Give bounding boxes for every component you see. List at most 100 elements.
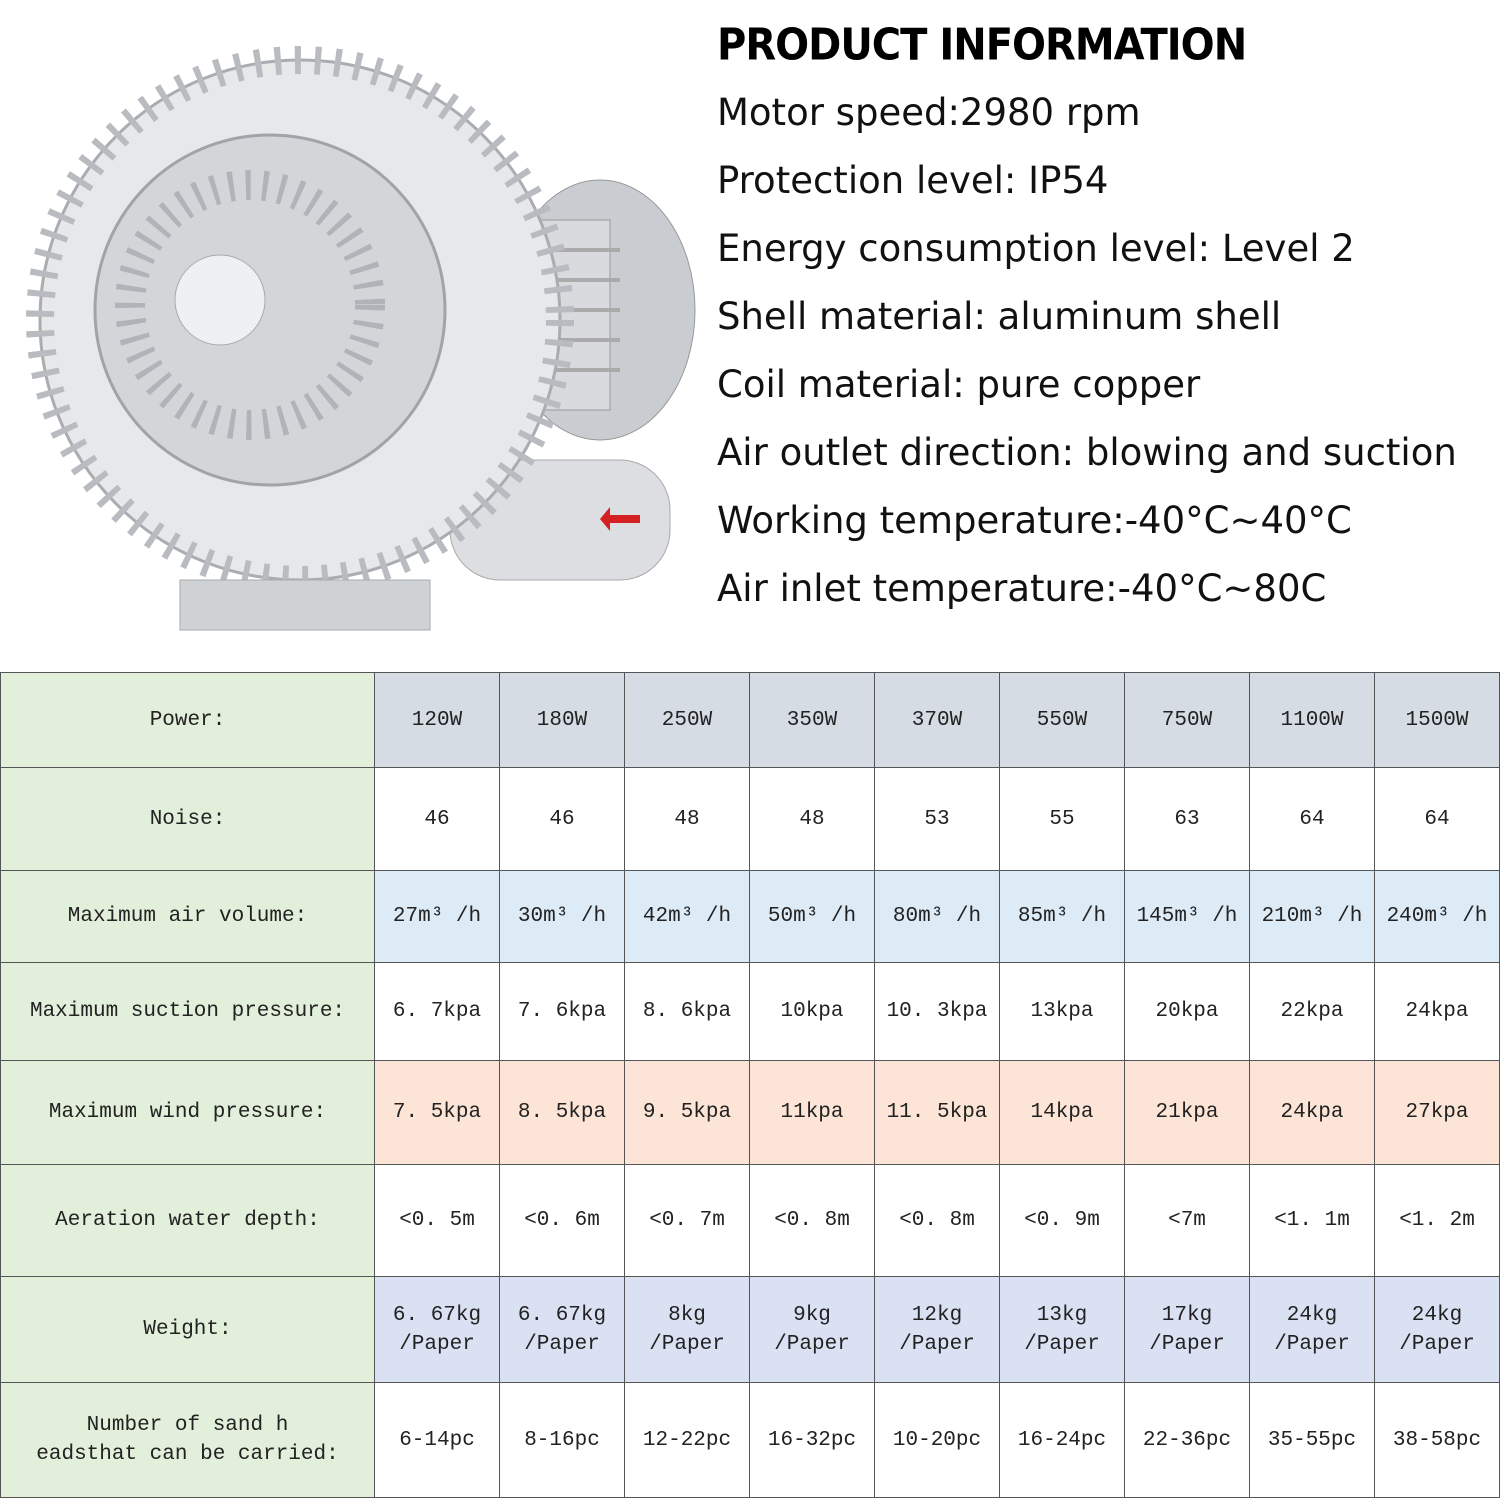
table-row: Number of sand h eadsthat can be carried… <box>0 1382 1500 1498</box>
cell: 6-14pc <box>374 1382 500 1498</box>
spec-item: Air outlet direction: blowing and suctio… <box>717 431 1457 474</box>
cell: 24kpa <box>1249 1060 1375 1165</box>
cell: 9. 5kpa <box>624 1060 750 1165</box>
cell: 10. 3kpa <box>874 962 1000 1061</box>
row-label: Noise: <box>0 767 375 871</box>
table-row: Weight: 6. 67kg /Paper 6. 67kg /Paper 8kg /… <box>0 1276 1500 1383</box>
table-row: Power: 120W 180W 250W 350W 370W 550W 750W 1100W 1… <box>0 672 1500 768</box>
cell: 750W <box>1124 672 1250 768</box>
cell: 7. 6kpa <box>499 962 625 1061</box>
spec-item: Working temperature:-40°C~40°C <box>717 499 1352 542</box>
cell: 64 <box>1249 767 1375 871</box>
cell: 46 <box>499 767 625 871</box>
cell: 85m³ /h <box>999 870 1125 963</box>
cell: 8-16pc <box>499 1382 625 1498</box>
cell: 11. 5kpa <box>874 1060 1000 1165</box>
cell: 27kpa <box>1374 1060 1500 1165</box>
spec-list: Motor speed:2980 rpm Protection level: IP… <box>717 86 1457 630</box>
cell: <0. 5m <box>374 1164 500 1277</box>
spec-item: Air inlet temperature:-40°C~80C <box>717 567 1327 610</box>
cell: <0. 6m <box>499 1164 625 1277</box>
cell: 8kg /Paper <box>624 1276 750 1383</box>
cell: 38-58pc <box>1374 1382 1500 1498</box>
cell: 13kg /Paper <box>999 1276 1125 1383</box>
cell: 210m³ /h <box>1249 870 1375 963</box>
row-label: Maximum wind pressure: <box>0 1060 375 1165</box>
cell: 10-20pc <box>874 1382 1000 1498</box>
cell: 16-24pc <box>999 1382 1125 1498</box>
cell: 50m³ /h <box>749 870 875 963</box>
cell: 13kpa <box>999 962 1125 1061</box>
cell: 8. 5kpa <box>499 1060 625 1165</box>
cell: 48 <box>624 767 750 871</box>
cell: 24kpa <box>1374 962 1500 1061</box>
cell: 350W <box>749 672 875 768</box>
cell: 30m³ /h <box>499 870 625 963</box>
row-label: Maximum air volume: <box>0 870 375 963</box>
cell: 35-55pc <box>1249 1382 1375 1498</box>
cell: 550W <box>999 672 1125 768</box>
cell: 8. 6kpa <box>624 962 750 1061</box>
cell: 11kpa <box>749 1060 875 1165</box>
table-row: Noise: 46 46 48 48 53 55 63 64 64 <box>0 767 1500 871</box>
cell: 1100W <box>1249 672 1375 768</box>
cell: 9kg /Paper <box>749 1276 875 1383</box>
cell: 250W <box>624 672 750 768</box>
cell: 21kpa <box>1124 1060 1250 1165</box>
cell: 55 <box>999 767 1125 871</box>
cell: 24kg /Paper <box>1249 1276 1375 1383</box>
cell: <0. 7m <box>624 1164 750 1277</box>
cell: 180W <box>499 672 625 768</box>
cell: 145m³ /h <box>1124 870 1250 963</box>
cell: 53 <box>874 767 1000 871</box>
spec-item: Energy consumption level: Level 2 <box>717 227 1355 270</box>
row-label: Maximum suction pressure: <box>0 962 375 1061</box>
spec-item: Motor speed:2980 rpm <box>717 91 1141 134</box>
row-label: Number of sand h eadsthat can be carried… <box>0 1382 375 1498</box>
cell: <0. 8m <box>749 1164 875 1277</box>
cell: <1. 1m <box>1249 1164 1375 1277</box>
table-row: Maximum wind pressure: 7. 5kpa 8. 5kpa 9. 5… <box>0 1060 1500 1165</box>
cell: 16-32pc <box>749 1382 875 1498</box>
cell: 20kpa <box>1124 962 1250 1061</box>
table-row: Maximum suction pressure: 6. 7kpa 7. 6kpa 8… <box>0 962 1500 1061</box>
cell: 6. 7kpa <box>374 962 500 1061</box>
cell: 64 <box>1374 767 1500 871</box>
table-row: Maximum air volume: 27m³ /h 30m³ /h 42m³ /h… <box>0 870 1500 963</box>
spec-table: Power: 120W 180W 250W 350W 370W 550W 750W 1100W 1… <box>0 672 1500 1498</box>
cell: 63 <box>1124 767 1250 871</box>
spec-item: Coil material: pure copper <box>717 363 1201 406</box>
cell: 6. 67kg /Paper <box>499 1276 625 1383</box>
cell: 120W <box>374 672 500 768</box>
cell: 17kg /Paper <box>1124 1276 1250 1383</box>
row-label: Power: <box>0 672 375 768</box>
cell: <0. 8m <box>874 1164 1000 1277</box>
cell: 240m³ /h <box>1374 870 1500 963</box>
product-image <box>26 46 696 631</box>
cell: 24kg /Paper <box>1374 1276 1500 1383</box>
cell: 370W <box>874 672 1000 768</box>
cell: 12-22pc <box>624 1382 750 1498</box>
cell: 42m³ /h <box>624 870 750 963</box>
cell: 6. 67kg /Paper <box>374 1276 500 1383</box>
cell: 12kg /Paper <box>874 1276 1000 1383</box>
cell: 46 <box>374 767 500 871</box>
spec-item: Shell material: aluminum shell <box>717 295 1282 338</box>
cell: 14kpa <box>999 1060 1125 1165</box>
cell: <0. 9m <box>999 1164 1125 1277</box>
cell: 48 <box>749 767 875 871</box>
spec-item: Protection level: IP54 <box>717 159 1109 202</box>
cell: 10kpa <box>749 962 875 1061</box>
title: PRODUCT INFORMATION <box>717 20 1247 71</box>
table-row: Aeration water depth: <0. 5m <0. 6m <0. 7m <… <box>0 1164 1500 1277</box>
cell: 1500W <box>1374 672 1500 768</box>
cell: 22-36pc <box>1124 1382 1250 1498</box>
row-label: Aeration water depth: <box>0 1164 375 1277</box>
cell: 27m³ /h <box>374 870 500 963</box>
cell: <1. 2m <box>1374 1164 1500 1277</box>
cell: <7m <box>1124 1164 1250 1277</box>
row-label: Weight: <box>0 1276 375 1383</box>
cell: 22kpa <box>1249 962 1375 1061</box>
cell: 80m³ /h <box>874 870 1000 963</box>
